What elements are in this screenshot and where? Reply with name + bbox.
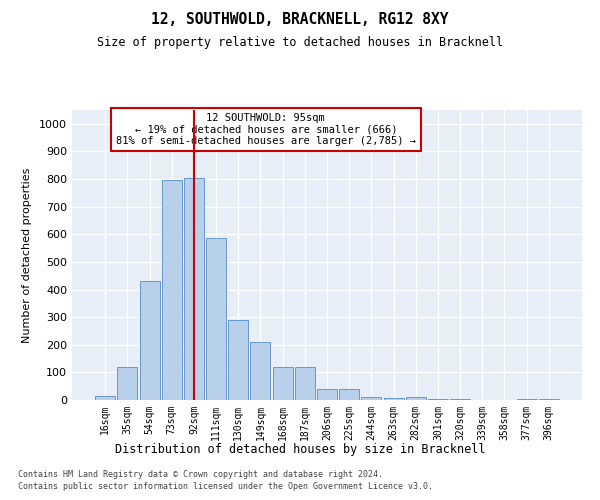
Bar (317, 389, 337, 400)
Bar (361, 397, 382, 400)
Text: 12, SOUTHWOLD, BRACKNELL, RG12 8XY: 12, SOUTHWOLD, BRACKNELL, RG12 8XY (151, 12, 449, 28)
Bar (272, 367, 293, 400)
Text: Contains HM Land Registry data © Crown copyright and database right 2024.: Contains HM Land Registry data © Crown c… (18, 470, 383, 479)
Bar (339, 389, 359, 400)
Bar (250, 342, 271, 400)
Bar (228, 320, 248, 400)
Bar (140, 281, 160, 400)
Bar (383, 398, 404, 400)
Text: 12 SOUTHWOLD: 95sqm
← 19% of detached houses are smaller (666)
81% of semi-detac: 12 SOUTHWOLD: 95sqm ← 19% of detached ho… (116, 113, 416, 146)
Y-axis label: Number of detached properties: Number of detached properties (22, 168, 32, 342)
Bar (206, 238, 226, 400)
Bar (118, 367, 137, 400)
Bar (95, 396, 115, 400)
Bar (517, 398, 536, 400)
Bar (539, 399, 559, 400)
Bar (184, 178, 204, 400)
Bar (406, 397, 426, 400)
Text: Distribution of detached houses by size in Bracknell: Distribution of detached houses by size … (115, 442, 485, 456)
Text: Size of property relative to detached houses in Bracknell: Size of property relative to detached ho… (97, 36, 503, 49)
Text: Contains public sector information licensed under the Open Government Licence v3: Contains public sector information licen… (18, 482, 433, 491)
Bar (295, 367, 315, 400)
Bar (162, 180, 182, 400)
Bar (428, 398, 448, 400)
